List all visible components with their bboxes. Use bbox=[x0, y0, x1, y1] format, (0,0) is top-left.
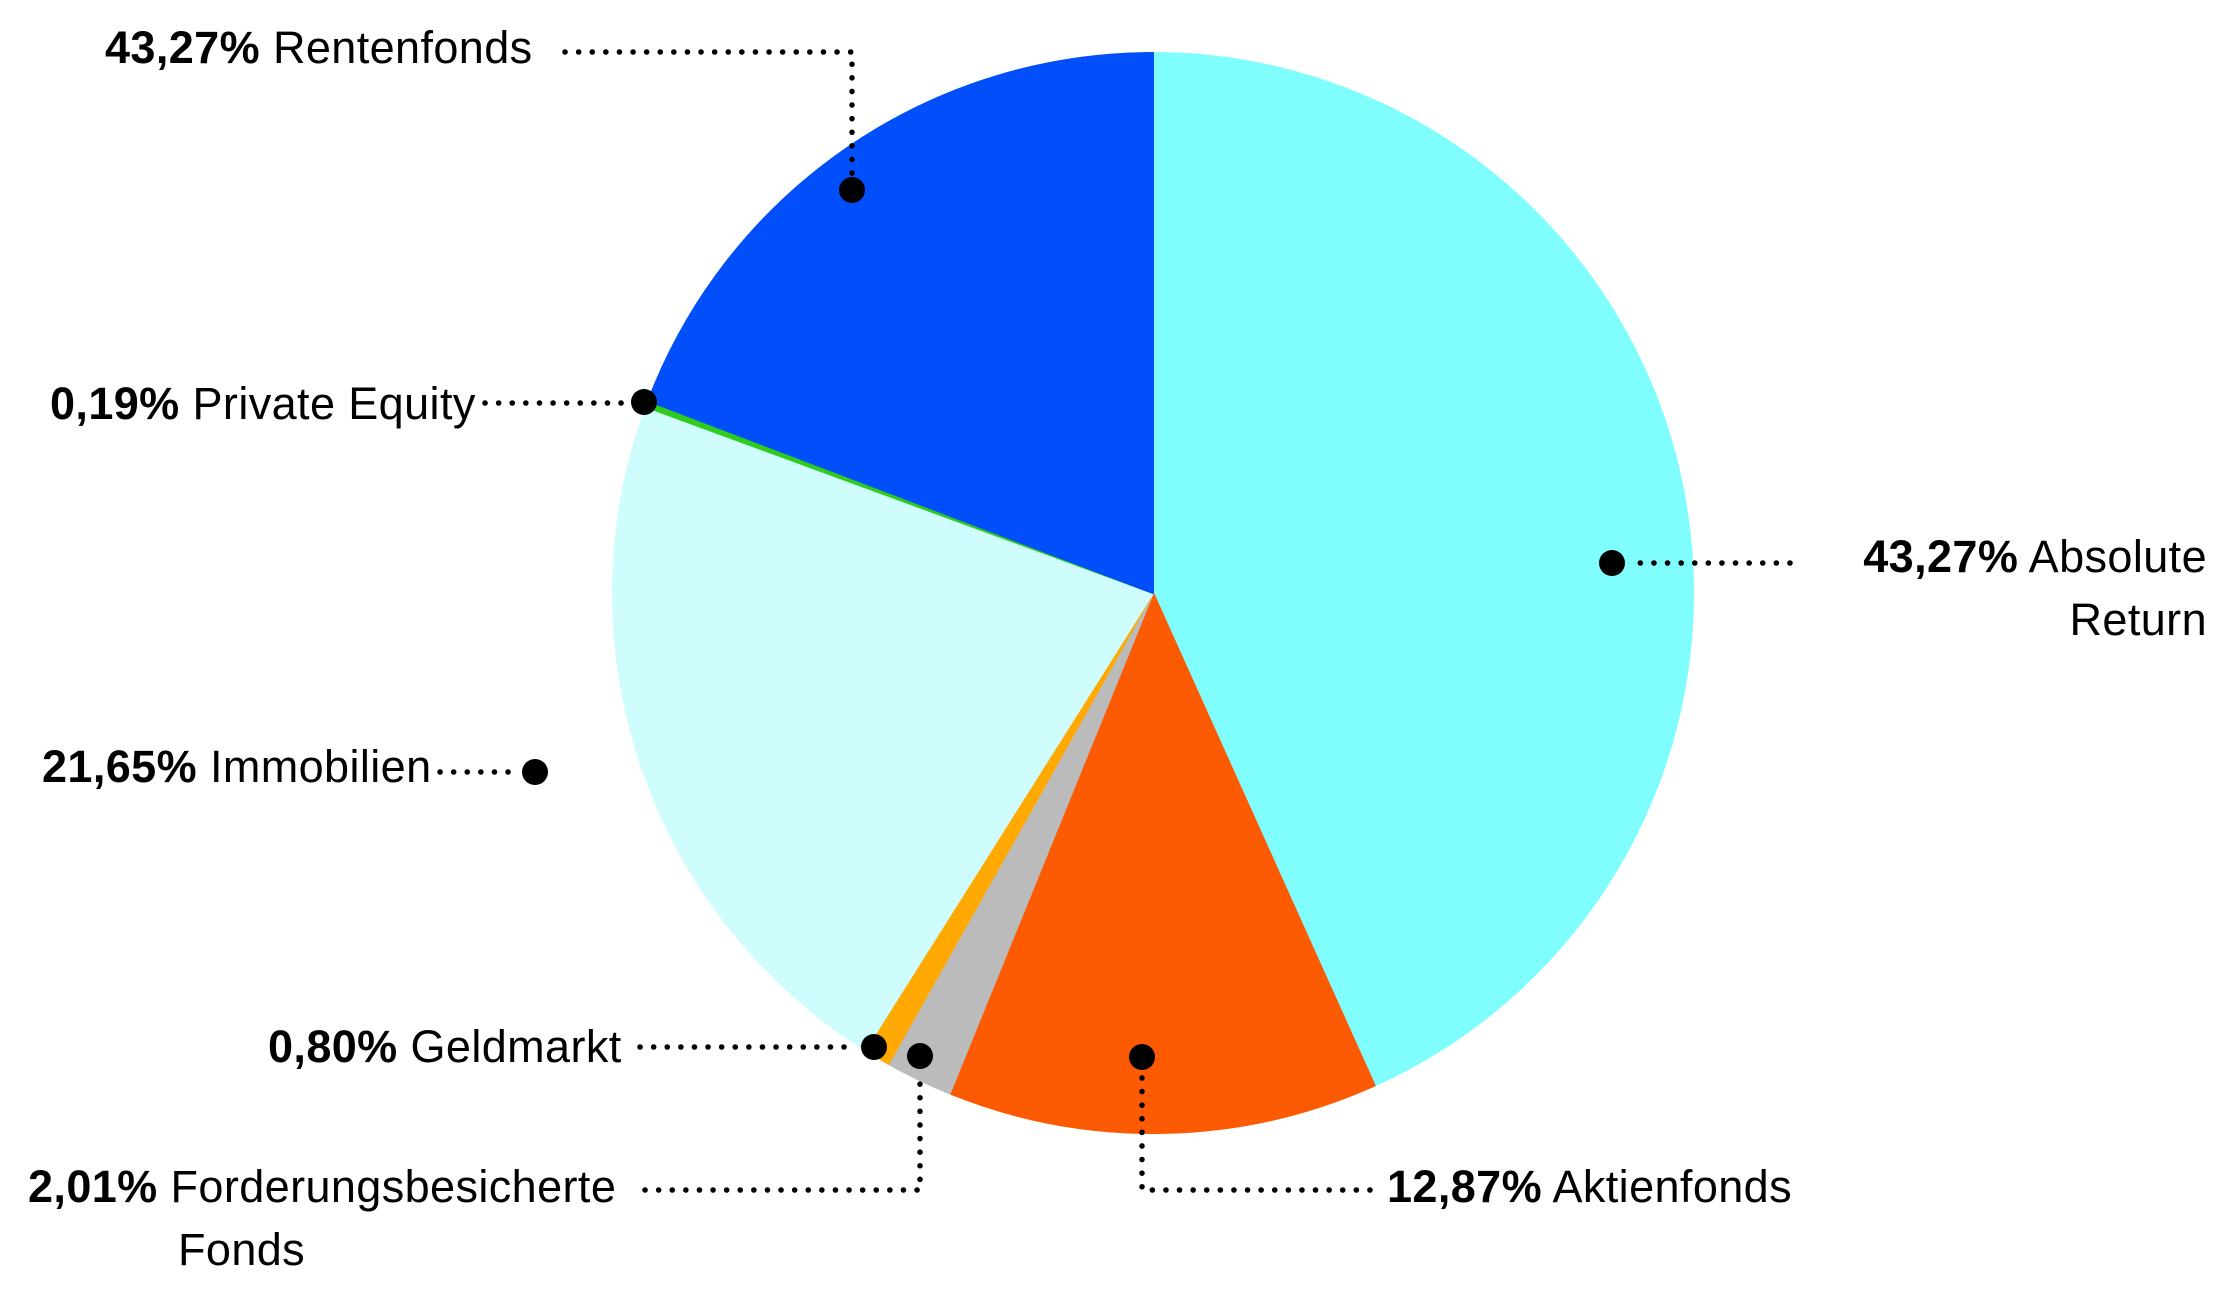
percent-value: 12,87% bbox=[1387, 1161, 1543, 1212]
percent-value: 0,19% bbox=[50, 378, 180, 429]
pie-slice-absolute-return bbox=[1152, 52, 1695, 1087]
pie-slice-immobilien bbox=[612, 405, 1154, 1051]
leader-dot-rentenfonds bbox=[839, 177, 865, 203]
category-name: Immobilien bbox=[209, 741, 432, 792]
callout-rentenfonds: 43,27% Rentenfonds bbox=[105, 16, 533, 79]
percent-value: 0,80% bbox=[268, 1021, 398, 1072]
leader-dot-immobilien bbox=[522, 759, 548, 785]
percent-value: 43,27% bbox=[105, 22, 261, 73]
category-name: Absolute Return bbox=[2028, 531, 2207, 645]
callout-private-equity: 0,19% Private Equity bbox=[50, 372, 476, 435]
category-name: Private Equity bbox=[192, 378, 476, 429]
callout-geldmarkt: 0,80% Geldmarkt bbox=[268, 1015, 622, 1078]
category-name: Aktienfonds bbox=[1552, 1161, 1793, 1212]
pie-slice-rentenfonds bbox=[647, 52, 1154, 594]
callout-immobilien: 21,65% Immobilien bbox=[42, 735, 432, 798]
leader-dot-absolute-return bbox=[1599, 550, 1625, 576]
category-name: Rentenfonds bbox=[272, 22, 533, 73]
percent-value: 21,65% bbox=[42, 741, 198, 792]
leader-line-forderungsbesicherte-fonds bbox=[642, 1071, 923, 1193]
pie-slice-aktienfonds bbox=[948, 592, 1376, 1135]
category-name: Forderungsbesicherte Fonds bbox=[170, 1161, 617, 1275]
callout-aktienfonds: 12,87% Aktienfonds bbox=[1387, 1155, 1792, 1218]
callout-absolute-return: 43,27% Absolute Return bbox=[1787, 525, 2207, 651]
leader-dot-private-equity bbox=[631, 389, 657, 415]
callout-forderungsbesicherte-fonds: 2,01% Forderungsbesicherte Fonds bbox=[28, 1155, 668, 1281]
percent-value: 43,27% bbox=[1863, 531, 2019, 582]
percent-value: 2,01% bbox=[28, 1161, 158, 1212]
leader-dot-geldmarkt bbox=[861, 1034, 887, 1060]
category-name: Geldmarkt bbox=[410, 1021, 622, 1072]
leader-line-rentenfonds bbox=[562, 49, 855, 177]
leader-dot-aktienfonds bbox=[1129, 1044, 1155, 1070]
leader-dot-forderungsbesicherte-fonds bbox=[907, 1043, 933, 1069]
